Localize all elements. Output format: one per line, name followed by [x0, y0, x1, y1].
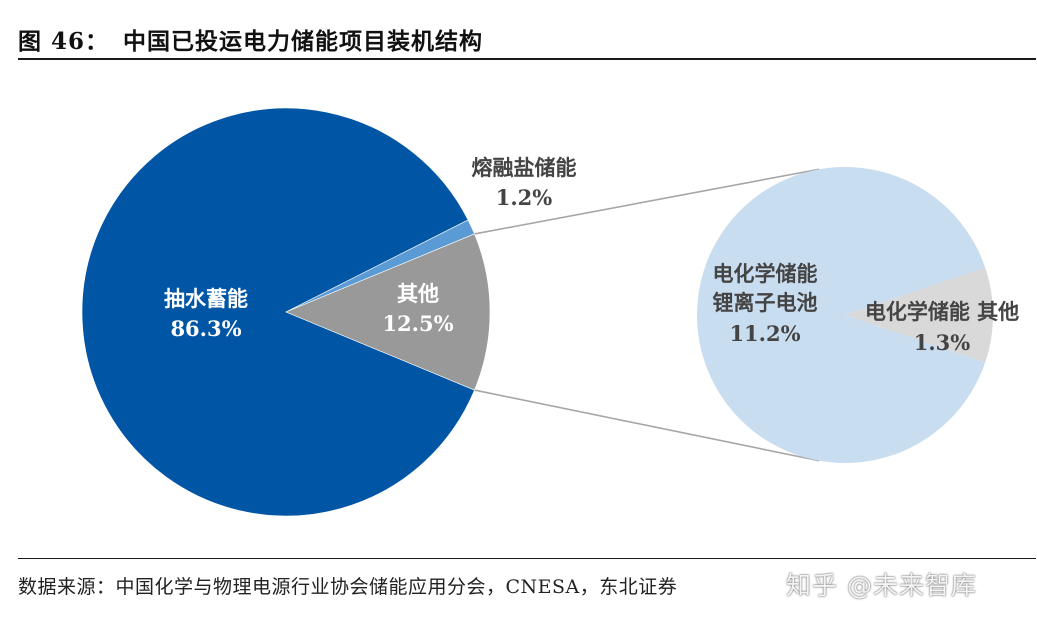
label-pumped-hydro-name: 抽水蓄能	[164, 286, 248, 311]
label-molten-salt-name: 熔融盐储能	[472, 155, 577, 180]
label-pumped-hydro-value: 86.3%	[170, 316, 241, 341]
connector-line-bottom	[474, 389, 820, 462]
main-pie	[81, 107, 491, 517]
slice-electrochemical-other	[845, 267, 993, 363]
figure-number: 图 46：	[18, 28, 110, 55]
label-li-ion-line2: 锂离子电池	[713, 290, 818, 315]
slice-other	[285, 233, 491, 391]
watermark: 知乎 @未来智库	[786, 571, 977, 600]
label-other-value: 12.5%	[382, 311, 453, 336]
connector-line-top	[474, 168, 820, 235]
source-divider	[18, 558, 1036, 559]
title-divider	[18, 58, 1036, 60]
label-molten-salt-value: 1.2%	[496, 185, 553, 210]
source-note: 数据来源：中国化学与物理电源行业协会储能应用分会，CNESA，东北证券	[18, 576, 678, 598]
label-li-ion-line1: 电化学储能	[713, 261, 818, 286]
chart-title: 图 46： 中国已投运电力储能项目装机结构	[18, 22, 483, 56]
label-ec-other-name: 电化学储能 其他	[865, 299, 1019, 324]
label-other-name: 其他	[397, 281, 439, 306]
slice-pumped-hydro	[81, 107, 475, 517]
label-li-ion-value: 11.2%	[729, 321, 800, 346]
figure-title: 中国已投运电力储能项目装机结构	[123, 28, 484, 55]
breakout-pie	[696, 167, 993, 463]
label-ec-other-value: 1.3%	[914, 330, 971, 355]
slice-li-ion-battery	[696, 167, 986, 463]
